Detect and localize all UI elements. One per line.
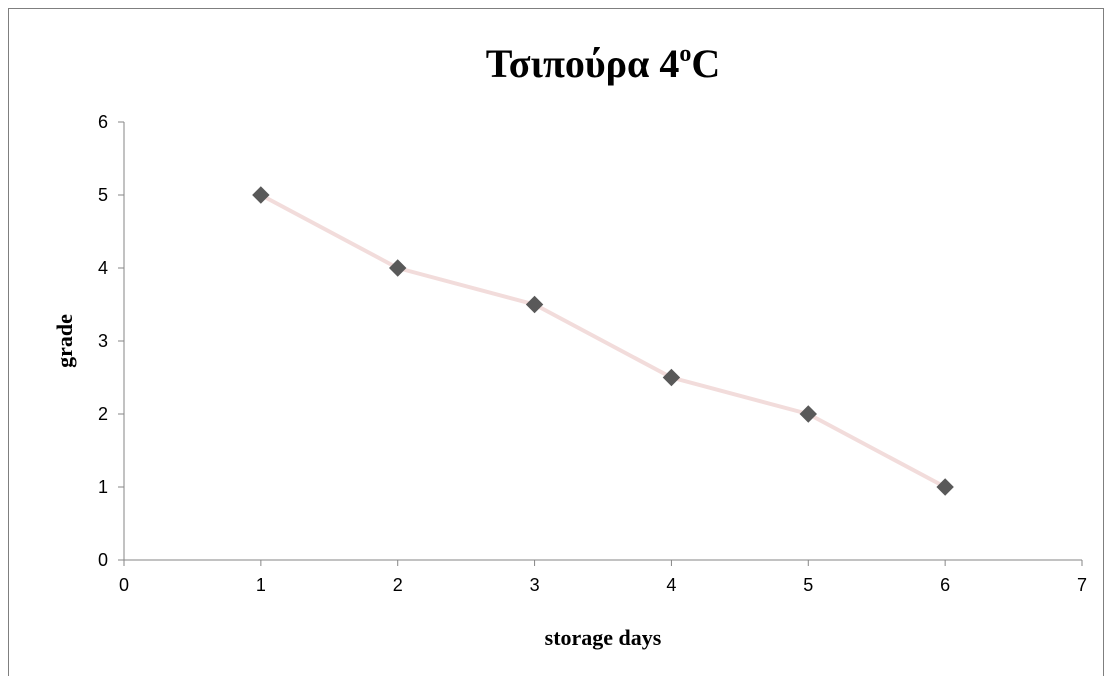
y-tick-label: 6 — [98, 112, 108, 132]
x-tick-label: 4 — [666, 575, 676, 595]
x-axis-title: storage days — [545, 625, 662, 650]
chart-title: Τσιπούρα 4oC — [486, 41, 721, 86]
x-tick-label: 0 — [119, 575, 129, 595]
x-tick-label: 1 — [256, 575, 266, 595]
series-line — [258, 193, 948, 489]
y-axis-title: grade — [52, 314, 77, 368]
x-tick-label: 5 — [803, 575, 813, 595]
data-point-marker — [389, 259, 407, 277]
x-tick-label: 7 — [1077, 575, 1087, 595]
data-point-marker — [799, 405, 817, 423]
chart-title-main: Τσιπούρα 4 — [486, 41, 680, 86]
data-point-marker — [936, 478, 954, 496]
y-tick-label: 1 — [98, 477, 108, 497]
y-tick-label: 3 — [98, 331, 108, 351]
chart-frame — [8, 8, 1104, 676]
chart-title-superscript: o — [679, 41, 691, 67]
y-tick-label: 0 — [98, 550, 108, 570]
axes: 0 1 2 3 4 5 6 0 1 2 3 4 5 6 7 — [98, 112, 1087, 595]
x-tick-label: 2 — [393, 575, 403, 595]
y-tick-label: 2 — [98, 404, 108, 424]
y-tick-label: 5 — [98, 185, 108, 205]
series-layer — [252, 186, 954, 496]
data-point-marker — [662, 368, 681, 387]
x-tick-label: 6 — [940, 575, 950, 595]
data-point-marker — [252, 186, 270, 204]
x-tick-label: 3 — [530, 575, 540, 595]
data-point-marker — [525, 295, 544, 314]
chart-title-suffix: C — [691, 41, 720, 86]
y-tick-label: 4 — [98, 258, 108, 278]
